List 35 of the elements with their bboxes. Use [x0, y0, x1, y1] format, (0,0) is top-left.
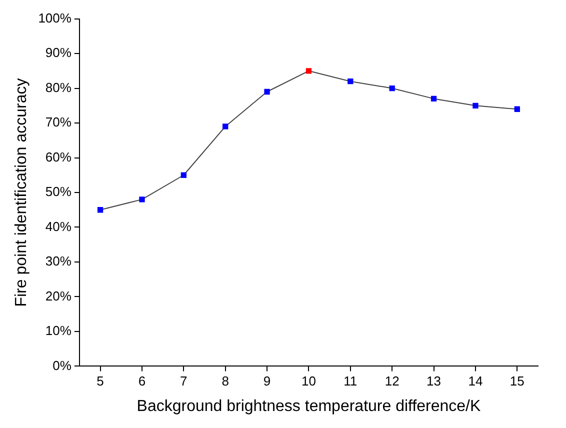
point [97, 207, 104, 213]
x-tick-label: 6 [138, 374, 146, 389]
x-tick-label: 14 [468, 374, 483, 389]
y-tick-label: 70% [45, 114, 72, 130]
point [514, 106, 520, 112]
point [472, 102, 478, 108]
point [430, 96, 437, 102]
y-tick-label: 10% [45, 323, 72, 338]
x-tick-label: 9 [263, 374, 271, 389]
x-tick-label: 7 [180, 374, 188, 389]
x-tick-label: 15 [510, 374, 524, 389]
y-tick-label: 20% [45, 288, 72, 304]
y-tick-label: 40% [45, 218, 72, 234]
y-axis-title: Fire point identification accuracy [13, 78, 30, 307]
y-tick-label: 60% [45, 149, 72, 164]
x-tick-label: 12 [384, 374, 400, 389]
point [222, 124, 228, 130]
x-axis-title: Background brightness temperature difference/K [136, 398, 482, 415]
point [139, 196, 145, 202]
point [306, 68, 312, 74]
point [180, 172, 186, 178]
y-tick-label: 100% [38, 10, 72, 26]
x-tick-label: 11 [344, 374, 358, 389]
y-tick-label: 90% [45, 45, 72, 60]
point [264, 88, 270, 95]
point [348, 78, 354, 84]
y-tick-label: 50% [45, 184, 72, 200]
y-tick-label: 0% [52, 358, 72, 373]
y-tick-label: 80% [45, 80, 72, 95]
point [389, 85, 395, 92]
x-tick-label: 8 [222, 374, 229, 389]
x-tick-label: 13 [426, 374, 442, 389]
x-tick-label: 5 [96, 374, 104, 389]
x-tick-label: 10 [301, 374, 316, 389]
y-tick-label: 30% [45, 254, 72, 269]
